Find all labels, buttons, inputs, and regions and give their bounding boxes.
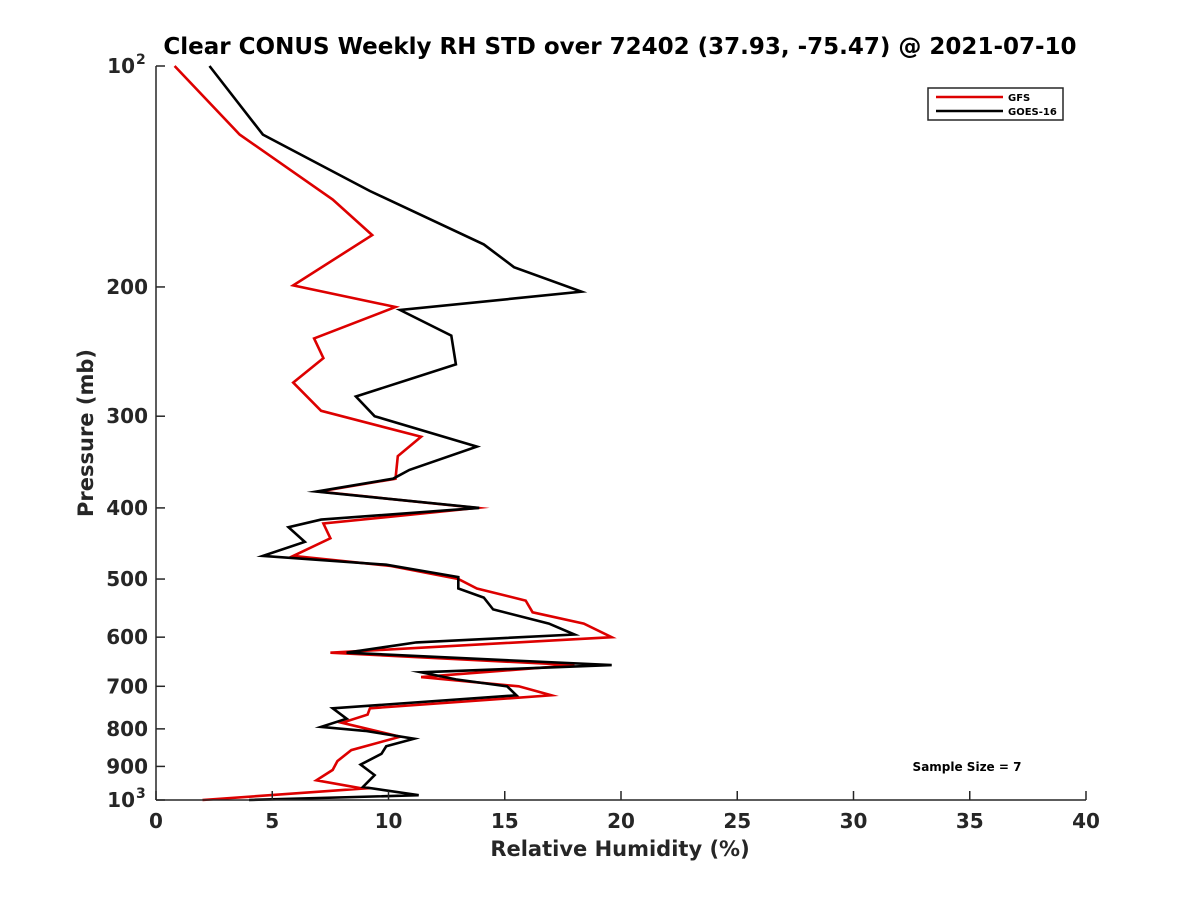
- x-tick-label: 15: [491, 809, 519, 833]
- x-tick-label: 30: [840, 809, 868, 833]
- y-tick-exponent: 3: [136, 786, 146, 802]
- x-tick-label: 20: [607, 809, 635, 833]
- x-tick-label: 35: [956, 809, 984, 833]
- y-tick-label: 300: [106, 404, 148, 428]
- x-axis-label: Relative Humidity (%): [490, 837, 749, 861]
- x-tick-label: 5: [265, 809, 279, 833]
- y-tick-base: 10: [107, 788, 135, 812]
- y-tick-label: 500: [106, 567, 148, 591]
- y-axis-label: Pressure (mb): [74, 349, 98, 517]
- y-tick-label: 700: [106, 674, 148, 698]
- y-tick-label: 400: [106, 496, 148, 520]
- x-tick-label: 25: [723, 809, 751, 833]
- y-tick-label: 900: [106, 754, 148, 778]
- y-tick-base: 10: [107, 54, 135, 78]
- y-tick-label: 200: [106, 275, 148, 299]
- legend-box: [927, 87, 1064, 121]
- plot-area: [156, 66, 1086, 800]
- legend-label: GOES-16: [1008, 107, 1057, 118]
- x-tick-label: 10: [375, 809, 403, 833]
- x-tick-label: 40: [1072, 809, 1100, 833]
- legend: GFS GOES-16: [927, 87, 1064, 121]
- y-tick-label-power: 10 3: [107, 786, 146, 812]
- y-tick-label-power: 10 2: [107, 52, 146, 78]
- sample-size-annotation: Sample Size = 7: [913, 760, 1022, 774]
- x-tick-label: 0: [149, 809, 163, 833]
- legend-label: GFS: [1008, 93, 1030, 104]
- series-line-gfs: [173, 65, 617, 802]
- series-line-goes-16: [208, 65, 612, 802]
- y-tick-exponent: 2: [136, 52, 146, 68]
- y-tick-label: 600: [106, 625, 148, 649]
- y-tick-label: 800: [106, 717, 148, 741]
- chart-title: Clear CONUS Weekly RH STD over 72402 (37…: [163, 34, 1076, 60]
